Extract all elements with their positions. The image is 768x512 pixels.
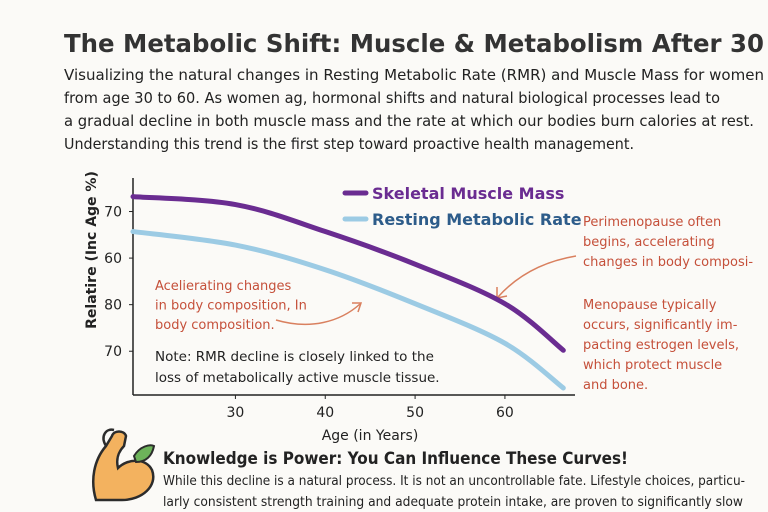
annotation: begins, accelerating	[583, 235, 715, 250]
footer-heading: Knowledge is Power: You Can Influence Th…	[163, 449, 628, 469]
annotation: in body composition, In	[155, 299, 307, 314]
x-tick-label: 40	[316, 405, 334, 421]
footer: Knowledge is Power: You Can Influence Th…	[92, 428, 745, 510]
footer-body-line: larly consistent strength training and a…	[163, 494, 743, 510]
description-line: a gradual decline in both muscle mass an…	[64, 112, 754, 130]
note: loss of metabolically active muscle tiss…	[155, 370, 440, 386]
description: Visualizing the natural changes in Resti…	[64, 66, 764, 153]
annotation: which protect muscle	[583, 358, 722, 373]
x-axis-label: Age (in Years)	[322, 428, 419, 444]
annotation: Menopause typically	[583, 298, 717, 313]
annotation: pacting estrogen levels,	[583, 338, 739, 353]
chart: Relatire (Inc Age %) Age (in Years) 70 60…	[84, 171, 753, 444]
arrow	[275, 303, 361, 326]
legend-label: Skeletal Muscle Mass	[372, 184, 564, 203]
y-tick-label: 60	[104, 251, 122, 267]
arm-icon	[92, 428, 156, 502]
x-tick-label: 30	[227, 405, 245, 421]
title: The Metabolic Shift: Muscle & Metabolism…	[64, 29, 764, 58]
annotation: Acelierating changes	[155, 279, 292, 294]
annotation: occurs, significantly im-	[583, 318, 738, 333]
arrow-head	[352, 302, 363, 313]
description-line: Understanding this trend is the first st…	[64, 135, 634, 153]
footer-body-line: While this decline is a natural process.…	[163, 473, 745, 489]
annotation: and bone.	[583, 378, 648, 393]
arrow	[497, 255, 577, 298]
y-axis-label: Relatire (Inc Age %)	[84, 171, 100, 329]
x-tick-label: 60	[496, 405, 514, 421]
line-series	[130, 229, 566, 391]
y-tick-label: 70	[104, 344, 122, 360]
note: Note: RMR decline is closely linked to t…	[155, 349, 434, 365]
y-tick-label: 80	[104, 298, 122, 314]
description-line: from age 30 to 60. As women ag, hormonal…	[64, 89, 720, 107]
y-tick-label: 70	[104, 205, 122, 221]
annotation: Perimenopause often	[583, 215, 721, 230]
annotation: body composition.	[155, 318, 275, 333]
annotation: changes in body composi-	[583, 255, 753, 270]
x-tick-label: 50	[406, 405, 424, 421]
line-series	[130, 194, 566, 353]
legend-label: Resting Metabolic Rate	[372, 210, 582, 229]
description-line: Visualizing the natural changes in Resti…	[64, 66, 764, 84]
